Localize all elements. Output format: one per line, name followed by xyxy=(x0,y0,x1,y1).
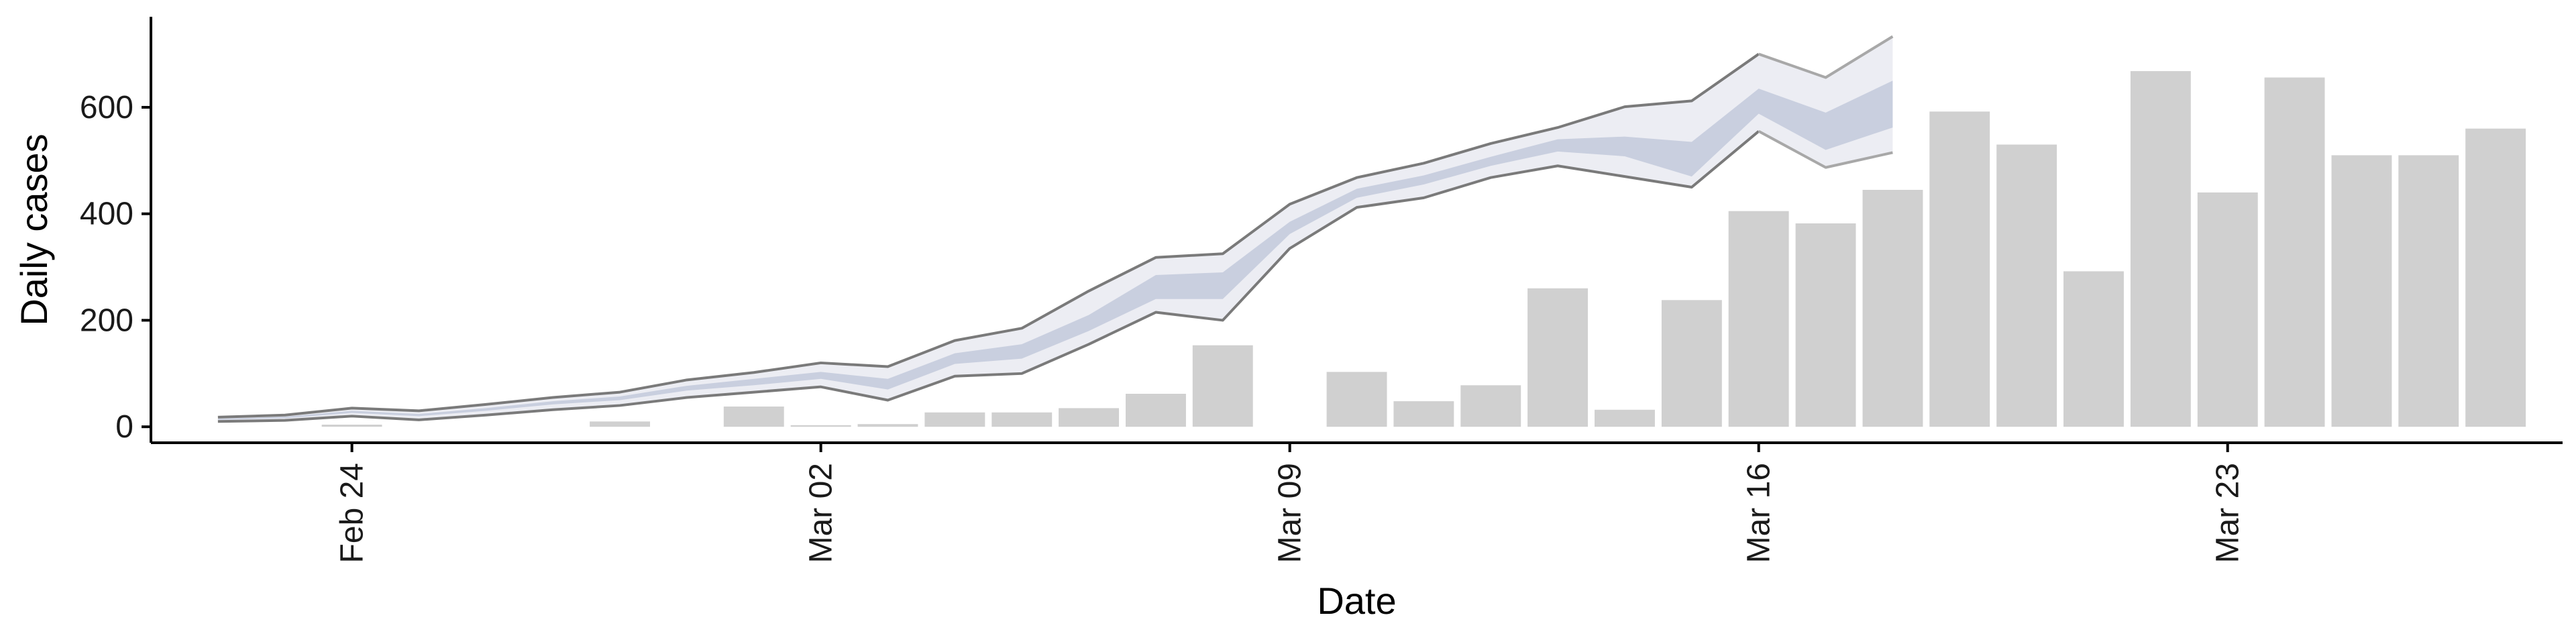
bar-2020-03-20 xyxy=(1996,144,2057,427)
x-tick-label-2020-03-23: Mar 23 xyxy=(2210,463,2246,563)
x-tick-label-2020-03-16: Mar 16 xyxy=(1741,463,1777,563)
plot-marks xyxy=(217,35,2526,427)
x-tick-label-2020-03-02: Mar 02 xyxy=(804,463,839,563)
bar-2020-03-23 xyxy=(2197,192,2258,427)
bar-2020-03-06 xyxy=(1059,408,1119,427)
bar-2020-03-25 xyxy=(2331,155,2392,427)
x-tick-label-2020-03-09: Mar 09 xyxy=(1273,463,1308,563)
bar-2020-03-21 xyxy=(2063,271,2124,427)
bar-2020-03-04 xyxy=(924,412,985,427)
bar-2020-03-19 xyxy=(1929,111,1990,427)
bar-2020-03-01 xyxy=(723,407,784,427)
x-axis-title: Date xyxy=(1317,580,1396,622)
bar-2020-03-11 xyxy=(1393,401,1454,427)
bar-2020-03-16 xyxy=(1728,211,1789,427)
bar-2020-02-28 xyxy=(590,421,650,427)
bar-2020-03-05 xyxy=(991,412,1053,427)
bar-2020-03-24 xyxy=(2264,77,2325,427)
y-tick-label-200: 200 xyxy=(80,303,133,338)
x-tick-label-2020-02-24: Feb 24 xyxy=(335,463,370,563)
inner-estimate-band xyxy=(217,80,1893,420)
outer-upper-projection-line xyxy=(1758,35,1894,79)
bar-2020-03-13 xyxy=(1527,288,1588,427)
y-tick-label-600: 600 xyxy=(80,90,133,125)
bar-2020-03-02 xyxy=(790,425,851,427)
y-axis-title: Daily cases xyxy=(13,133,55,325)
outer-lower-line xyxy=(217,130,1760,423)
bar-2020-02-24 xyxy=(321,425,382,427)
bar-2020-03-15 xyxy=(1661,300,1722,427)
y-tick-label-0: 0 xyxy=(115,409,133,445)
bar-2020-03-18 xyxy=(1862,190,1923,427)
outer-estimate-band xyxy=(217,36,1893,422)
bar-2020-03-26 xyxy=(2398,155,2459,427)
bar-2020-03-08 xyxy=(1192,345,1253,427)
bar-2020-03-07 xyxy=(1126,394,1186,427)
outer-lower-projection-line xyxy=(1758,129,1893,169)
bar-2020-03-12 xyxy=(1460,385,1521,427)
outer-upper-line xyxy=(217,52,1760,419)
y-tick-label-400: 400 xyxy=(80,197,133,232)
bar-2020-03-10 xyxy=(1326,372,1387,427)
bar-2020-03-03 xyxy=(857,424,918,427)
bar-2020-03-14 xyxy=(1595,409,1655,427)
axes xyxy=(150,17,2563,444)
axis-ticks: 0 200 400 600 Feb 24 Mar 02 Mar 09 Mar 16 Mar 23 xyxy=(80,90,2246,564)
bar-2020-03-27 xyxy=(2465,128,2526,427)
bar-2020-03-22 xyxy=(2130,71,2191,427)
bar-2020-03-17 xyxy=(1795,223,1856,427)
